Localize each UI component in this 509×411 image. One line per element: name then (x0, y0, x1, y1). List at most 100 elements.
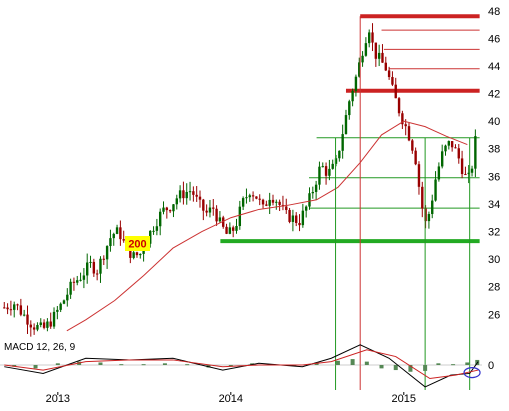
candle-body (351, 90, 354, 102)
candle-body (328, 168, 331, 176)
macd-histogram-bar (379, 365, 384, 369)
candle-body (172, 204, 175, 212)
macd-histogram-bar (408, 365, 413, 372)
candle-body (175, 198, 178, 205)
candle-body (381, 52, 384, 63)
support-resistance-lines (220, 14, 480, 244)
candle-body (205, 210, 208, 213)
ma-label-badge-bg (125, 236, 150, 251)
candle-body (59, 303, 62, 310)
macd-histogram-bar (141, 364, 146, 366)
candle-body (32, 327, 36, 330)
candle-body (129, 245, 132, 258)
candle-body (427, 214, 431, 222)
candle-body (411, 140, 414, 151)
candle-body (188, 191, 192, 193)
candle-body (195, 194, 198, 197)
macd-zero-tick: 0 (488, 360, 494, 372)
candle-body (431, 200, 434, 215)
candle-body (384, 62, 387, 71)
candle-body (321, 166, 324, 168)
candle-body (228, 227, 232, 234)
y-tick-label: 30 (488, 254, 500, 266)
candle-body (102, 258, 105, 260)
candle-body (202, 199, 205, 211)
candle-body (268, 199, 271, 206)
candle-body (460, 158, 464, 175)
candle-body (358, 62, 361, 77)
candle-body (285, 206, 288, 210)
candle-body (29, 324, 33, 328)
candle-body (225, 226, 228, 234)
candle-body (414, 150, 417, 165)
candle-body (72, 281, 76, 283)
macd-histogram-bar (436, 363, 441, 365)
candle-body (6, 307, 9, 310)
y-tick-label: 26 (488, 309, 500, 321)
candle-body (341, 134, 344, 151)
candle-body (470, 168, 474, 173)
candle-body (295, 215, 298, 223)
x-tick-label: 2013 (46, 393, 70, 405)
macd-label: MACD 12, 26, 9 (4, 342, 76, 353)
price-axis: 48 46 44 42 40 38 36 34 32 30 28 26 (488, 6, 500, 322)
candle-body (311, 191, 315, 194)
candle-body (135, 252, 139, 256)
candle-body (142, 250, 145, 254)
macd-histogram-bar (185, 364, 190, 366)
candle-body (248, 195, 251, 198)
candle-body (447, 141, 451, 146)
macd-histogram-bar (451, 364, 456, 366)
candle-body (92, 261, 96, 274)
candle-body (407, 126, 411, 141)
macd-signal-line (4, 349, 479, 380)
candle-body (39, 322, 42, 325)
candle-body (158, 211, 162, 227)
candle-body (304, 206, 308, 211)
macd-histogram-bar (393, 365, 398, 371)
candle-body (36, 324, 39, 330)
candle-body (291, 215, 295, 222)
y-tick-label: 32 (488, 227, 500, 239)
candle-body (13, 304, 16, 310)
candle-body (401, 113, 404, 125)
macd-histogram-bar (119, 364, 124, 366)
candle-body (122, 239, 125, 241)
candle-body (354, 76, 358, 91)
candle-body (387, 70, 391, 78)
candle-body (105, 246, 109, 260)
candle-body (314, 184, 318, 192)
candle-body (215, 208, 218, 222)
macd-histogram-bar (98, 362, 103, 365)
time-axis: 2013 2014 2015 (46, 392, 416, 405)
candle-body (454, 147, 457, 149)
y-tick-label: 48 (488, 6, 500, 18)
candle-body (331, 163, 334, 169)
candle-body (99, 258, 102, 274)
candle-body (152, 230, 155, 232)
candle-body (149, 230, 152, 244)
candle-body (364, 43, 368, 56)
y-tick-label: 36 (488, 171, 500, 183)
candle-body (255, 196, 258, 199)
candle-body (89, 261, 92, 263)
candle-body (308, 193, 311, 207)
candle-body (417, 164, 421, 187)
macd-highlight-circle (463, 366, 481, 379)
x-tick-label: 2014 (219, 393, 243, 405)
candle-body (474, 136, 477, 169)
candle-body (368, 32, 371, 44)
candle-body (52, 311, 56, 327)
candle-body (16, 304, 19, 306)
candle-body (241, 198, 245, 207)
candle-body (185, 191, 188, 199)
candle-body (3, 307, 6, 309)
candle-body (444, 145, 447, 152)
y-tick-label: 34 (488, 199, 500, 211)
ma-label-badge: 200 (128, 239, 146, 251)
macd-histogram-bar (33, 365, 38, 369)
candle-body (155, 226, 159, 231)
y-tick-label: 38 (488, 144, 500, 156)
macd-histogram-bar (55, 363, 60, 365)
candle-body (208, 207, 212, 213)
